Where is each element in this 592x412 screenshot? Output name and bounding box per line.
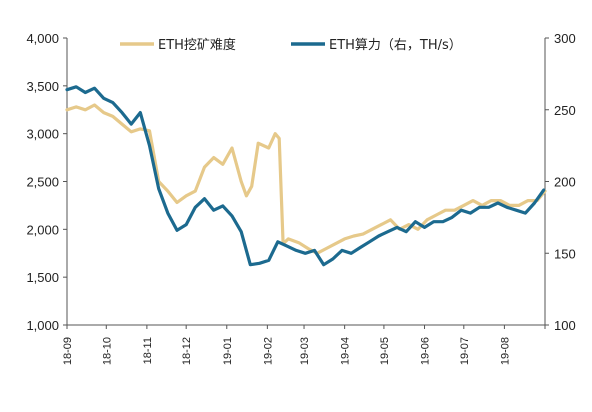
right-tick-label: 300 xyxy=(554,31,576,46)
axes xyxy=(66,38,546,326)
x-tick-label: 19-08 xyxy=(499,337,511,365)
x-tick-label: 19-06 xyxy=(420,337,432,365)
legend-label-2: ETH算力（右，TH/s） xyxy=(329,38,462,53)
legend-label-1: ETH挖矿难度 xyxy=(158,37,236,53)
x-tick-label: 19-03 xyxy=(299,337,311,365)
x-tick-label: 19-02 xyxy=(262,337,274,365)
x-tick-label: 18-11 xyxy=(142,337,154,364)
right-tick-label: 150 xyxy=(554,246,576,261)
legend: ETH挖矿难度 ETH算力（右，TH/s） xyxy=(120,37,462,53)
series-line-1 xyxy=(65,103,547,255)
right-tick-label: 100 xyxy=(554,318,576,333)
left-tick-label: 4,000 xyxy=(26,31,59,46)
x-tick-label: 18-10 xyxy=(101,337,113,365)
x-tick-label: 19-01 xyxy=(222,337,234,365)
right-axis-ticks: 100 150 200 250 300 xyxy=(545,31,576,333)
x-axis-ticks: 18-09 18-10 18-11 18-12 19-01 19-02 19-03 19-04… xyxy=(62,325,546,365)
left-tick-label: 3,500 xyxy=(26,79,59,94)
x-tick-label: 19-05 xyxy=(379,337,391,365)
left-tick-label: 3,000 xyxy=(26,127,59,142)
x-tick-label: 19-04 xyxy=(340,337,352,365)
x-tick-label: 19-07 xyxy=(459,337,471,365)
right-tick-label: 200 xyxy=(554,175,576,190)
left-tick-label: 1,500 xyxy=(26,270,59,285)
x-tick-label: 18-09 xyxy=(62,337,74,365)
series-line-2 xyxy=(65,85,546,267)
left-tick-label: 2,500 xyxy=(26,175,59,190)
right-tick-label: 250 xyxy=(554,103,576,118)
series-layer xyxy=(65,85,547,267)
x-tick-label: 18-12 xyxy=(181,337,193,365)
left-tick-label: 2,000 xyxy=(26,222,59,237)
left-axis-ticks: 1,000 1,500 2,000 2,500 3,000 3,500 4,000 xyxy=(26,31,67,333)
left-tick-label: 1,000 xyxy=(26,318,59,333)
